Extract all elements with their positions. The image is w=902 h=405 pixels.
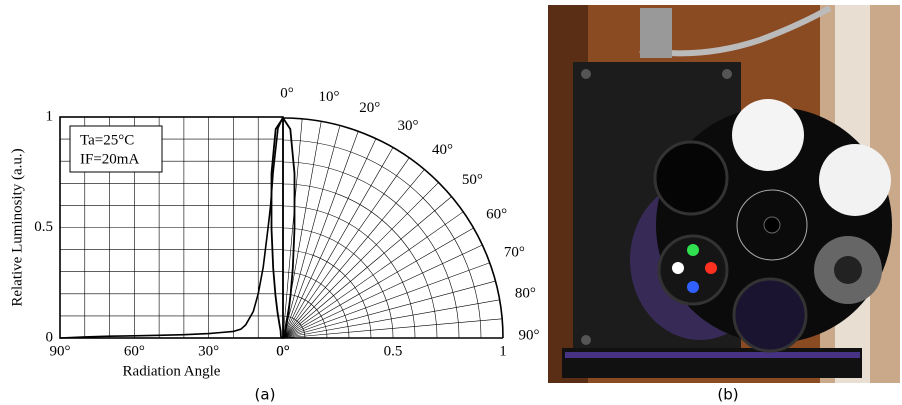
photo: [548, 5, 900, 383]
polar-frame: [282, 117, 504, 339]
theta-tick-label: 40°: [432, 142, 453, 158]
r-tick-label: 1: [499, 343, 507, 359]
theta-tick-label: 90°: [519, 327, 540, 343]
x-tick-label: 60°: [124, 343, 145, 359]
r-tick-label: 0.5: [384, 343, 403, 359]
grid-spoke: [282, 131, 359, 339]
theta-tick-label: 10°: [319, 89, 340, 105]
theta-tick-label: 60°: [486, 206, 507, 222]
x-axis-label: Radiation Angle: [123, 363, 221, 379]
grid-spoke: [282, 196, 452, 339]
caption: (b): [717, 386, 738, 404]
grid-spoke: [282, 169, 425, 339]
y-tick-label: 0.5: [34, 219, 53, 235]
theta-tick-label: 0°: [280, 85, 294, 101]
x-tick-label: 0°: [276, 343, 290, 359]
annotation: IF=20mA: [80, 151, 139, 167]
polar-lobe: [282, 117, 296, 339]
theta-tick-label: 50°: [462, 172, 483, 188]
grid-spoke: [282, 262, 490, 339]
x-tick-label: 30°: [198, 343, 219, 359]
grid-arc: [282, 227, 394, 339]
y-tick-label: 0: [46, 329, 54, 345]
grid-spoke: [282, 299, 500, 339]
theta-tick-label: 80°: [515, 285, 536, 301]
theta-tick-label: 70°: [504, 245, 525, 261]
caption: (a): [255, 386, 276, 404]
annotation: Ta=25°C: [80, 132, 134, 148]
grid-spoke: [282, 227, 474, 339]
grid-spoke: [282, 147, 394, 339]
polar-lobe: [270, 117, 284, 339]
x-tick-label: 90°: [50, 343, 71, 359]
y-tick-label: 1: [46, 108, 54, 124]
theta-tick-label: 30°: [398, 118, 419, 134]
annotation-box: [69, 125, 163, 173]
theta-tick-label: 20°: [359, 100, 380, 116]
y-axis-label: Relative Luminosity (a.u.): [9, 148, 25, 306]
r-tick-label: 0°: [276, 343, 290, 359]
